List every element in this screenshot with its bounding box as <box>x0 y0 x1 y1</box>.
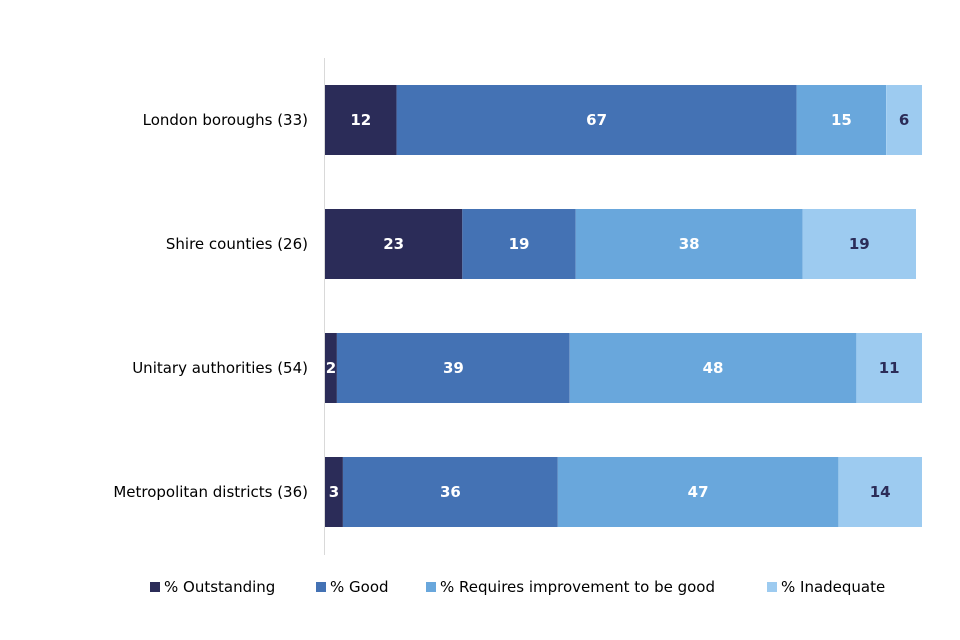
bar-segment-outstanding-unitary-authorities-54 <box>325 333 337 403</box>
data-label-requires-improvement-to-be-good-london-boroughs-33: 15 <box>831 111 852 129</box>
data-label-outstanding-metropolitan-districts-36: 3 <box>329 483 339 501</box>
data-label-outstanding-london-boroughs-33: 12 <box>350 111 371 129</box>
category-label-unitary-authorities-54: Unitary authorities (54) <box>132 359 308 377</box>
legend-label-requires-improvement-to-be-good: % Requires improvement to be good <box>440 578 715 596</box>
data-label-requires-improvement-to-be-good-metropolitan-districts-36: 47 <box>688 483 709 501</box>
bar-segment-outstanding-metropolitan-districts-36 <box>325 457 343 527</box>
data-label-good-unitary-authorities-54: 39 <box>443 359 464 377</box>
data-label-inadequate-london-boroughs-33: 6 <box>899 111 909 129</box>
bar-segment-requires-improvement-to-be-good-unitary-authorities-54 <box>569 333 857 403</box>
data-label-good-london-boroughs-33: 67 <box>586 111 607 129</box>
data-label-inadequate-shire-counties-26: 19 <box>849 235 870 253</box>
bar-segment-inadequate-metropolitan-districts-36 <box>838 457 922 527</box>
category-label-metropolitan-districts-36: Metropolitan districts (36) <box>113 483 308 501</box>
legend-swatch-inadequate <box>767 582 777 592</box>
bar-segment-requires-improvement-to-be-good-shire-counties-26 <box>575 209 803 279</box>
bar-segment-good-unitary-authorities-54 <box>336 333 570 403</box>
legend-swatch-outstanding <box>150 582 160 592</box>
category-label-shire-counties-26: Shire counties (26) <box>166 235 308 253</box>
data-label-inadequate-unitary-authorities-54: 11 <box>879 359 900 377</box>
legend-swatch-good <box>316 582 326 592</box>
bar-segment-good-metropolitan-districts-36 <box>342 457 558 527</box>
bar-segment-inadequate-london-boroughs-33 <box>886 85 922 155</box>
data-label-good-shire-counties-26: 19 <box>509 235 530 253</box>
data-label-requires-improvement-to-be-good-shire-counties-26: 38 <box>679 235 700 253</box>
bar-segment-good-london-boroughs-33 <box>396 85 797 155</box>
bar-segment-outstanding-shire-counties-26 <box>325 209 463 279</box>
bar-segment-outstanding-london-boroughs-33 <box>325 85 397 155</box>
data-label-outstanding-shire-counties-26: 23 <box>383 235 404 253</box>
bar-segment-inadequate-unitary-authorities-54 <box>856 333 922 403</box>
legend-label-good: % Good <box>330 578 389 596</box>
data-label-good-metropolitan-districts-36: 36 <box>440 483 461 501</box>
legend-swatch-requires-improvement-to-be-good <box>426 582 436 592</box>
bar-segment-requires-improvement-to-be-good-london-boroughs-33 <box>796 85 887 155</box>
data-label-requires-improvement-to-be-good-unitary-authorities-54: 48 <box>703 359 724 377</box>
legend-label-outstanding: % Outstanding <box>164 578 275 596</box>
plot-area: London boroughs (33) 12 67 15 6 Shire countie… <box>113 58 922 555</box>
data-label-inadequate-metropolitan-districts-36: 14 <box>870 483 891 501</box>
bar-segment-inadequate-shire-counties-26 <box>802 209 916 279</box>
data-label-outstanding-unitary-authorities-54: 2 <box>326 359 336 377</box>
legend: % Outstanding % Good % Requires improvemen… <box>150 578 885 596</box>
legend-label-inadequate: % Inadequate <box>781 578 885 596</box>
bar-segment-requires-improvement-to-be-good-metropolitan-districts-36 <box>557 457 839 527</box>
bar-segment-good-shire-counties-26 <box>462 209 576 279</box>
category-label-london-boroughs-33: London boroughs (33) <box>143 111 308 129</box>
